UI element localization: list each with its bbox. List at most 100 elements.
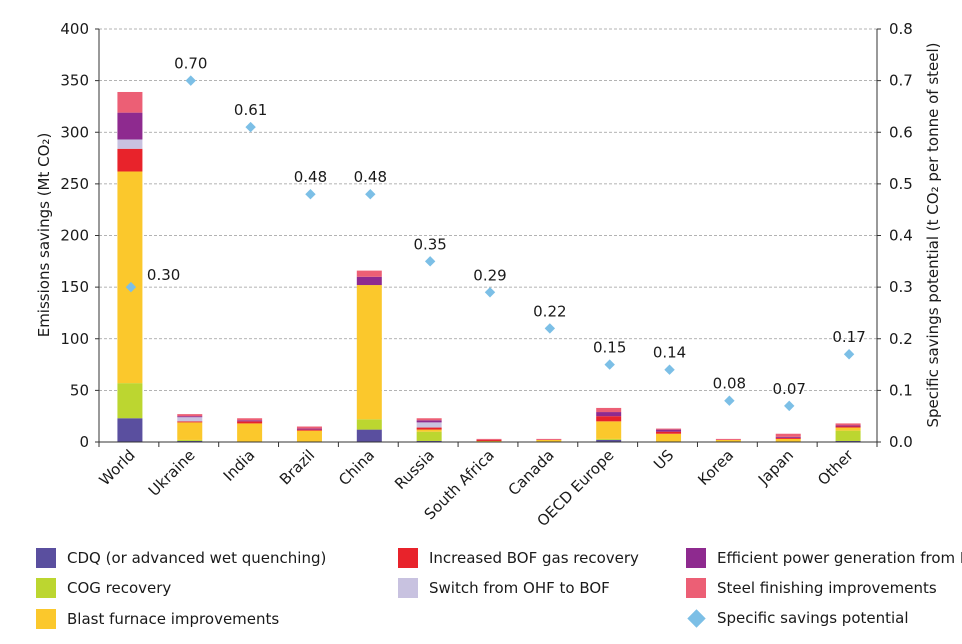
legend-label: Switch from OHF to BOF [429,579,610,597]
data-label: 0.35 [413,235,446,253]
bar-segment [117,148,143,172]
data-point [185,75,196,86]
data-point [305,189,316,200]
bar-segment [117,383,143,419]
legend-item: Specific savings potential [686,608,909,628]
bar-segment [775,438,801,442]
data-label: 0.08 [713,375,746,393]
bar-segment [596,416,622,422]
bar-segment [117,112,143,140]
data-point [604,359,615,370]
bar-segment [117,171,143,384]
legend-label: COG recovery [67,579,172,597]
bar-segment [356,276,382,286]
data-label: 0.30 [147,266,180,284]
legend-label: Steel finishing improvements [717,579,937,597]
bar-segment [835,427,861,431]
bar-segment [596,421,622,439]
legend-swatch [36,548,56,568]
bar-segment [596,438,622,440]
x-tick-label: Korea [694,446,737,489]
legend-item: Blast furnace improvements [36,609,279,629]
bar-segment [296,429,322,431]
bar-segment [715,438,741,440]
bar-segment [237,420,263,422]
bar-segment [596,407,622,413]
data-point [125,281,137,293]
y-tick-label: 100 [60,330,89,348]
bar-segment [237,418,263,421]
y-tick-label: 300 [60,123,89,141]
bar-segment [177,416,203,418]
data-point [424,256,436,267]
legend-label: Increased BOF gas recovery [429,549,639,567]
legend-diamond-swatch [687,608,706,628]
bar-segment [177,421,203,423]
y2-tick-label: 0.4 [889,227,913,245]
x-tick-label: US [650,446,677,473]
data-point [544,323,556,334]
bar-segment [296,426,322,429]
bar-segment [656,431,682,434]
bar-segment [596,412,622,417]
bar-segment [416,418,442,421]
bar-segment [656,428,682,430]
bar-segment [416,431,442,441]
x-tick-label: Japan [754,446,797,489]
legend-label: Efficient power generation from BF gas [717,549,962,567]
bar-segment [656,429,682,432]
bar-segment [177,422,203,440]
bar-segment [416,429,442,432]
y2-tick-label: 0.5 [889,175,913,193]
bar-segment [356,429,382,442]
x-tick-label: Ukraine [145,446,199,500]
data-label: 0.07 [773,380,806,398]
y2-tick-label: 0.8 [889,20,913,38]
y2-tick-label: 0.7 [889,72,913,90]
legend-item: Switch from OHF to BOF [398,578,610,598]
bar-segment [177,440,203,442]
bar-segment [775,436,801,438]
data-point [245,121,256,133]
y2-tick-label: 0.0 [889,433,913,451]
bar-segment [835,426,861,428]
data-label: 0.17 [832,328,865,346]
x-tick-label: World [96,446,139,489]
legend-swatch [36,609,56,629]
bar-segment [177,417,203,422]
bar-segment [536,439,562,442]
bar-segment [775,433,801,437]
x-tick-label: Canada [505,446,558,499]
data-point [365,189,376,200]
legend-swatch [686,578,706,598]
legend-swatch [398,548,418,568]
bar-segment [656,433,682,442]
y2-tick-label: 0.1 [889,381,913,399]
legend-swatch [36,578,56,598]
specific-savings-points: 0.30 0.70 0.61 0.48 0.48 0.35 0.29 0.22 0.15 0.14… [125,55,866,412]
legend-label: CDQ (or advanced wet quenching) [67,549,327,567]
legend-label: Blast furnace improvements [67,610,280,628]
data-label: 0.61 [234,101,267,119]
x-tick-label: Brazil [276,446,318,488]
bar-segment [177,414,203,417]
legend-item: Steel finishing improvements [686,578,937,598]
data-label: 0.22 [533,302,566,320]
bar-segment [416,440,442,442]
x-tick-label: India [220,446,259,485]
data-label: 0.70 [174,55,207,73]
bar-segment [476,438,502,440]
bar-segment [775,437,801,439]
bar-segment [237,421,263,424]
bar-segment [177,439,203,441]
bar-segment [296,430,322,442]
bar-segment [835,425,861,427]
bar-segment [356,270,382,277]
y-tick-label: 200 [60,227,89,245]
y2-tick-label: 0.3 [889,278,913,296]
data-point [724,395,735,406]
data-label: 0.15 [593,339,626,357]
bar-segment [476,439,502,441]
bar-segment [356,419,382,430]
